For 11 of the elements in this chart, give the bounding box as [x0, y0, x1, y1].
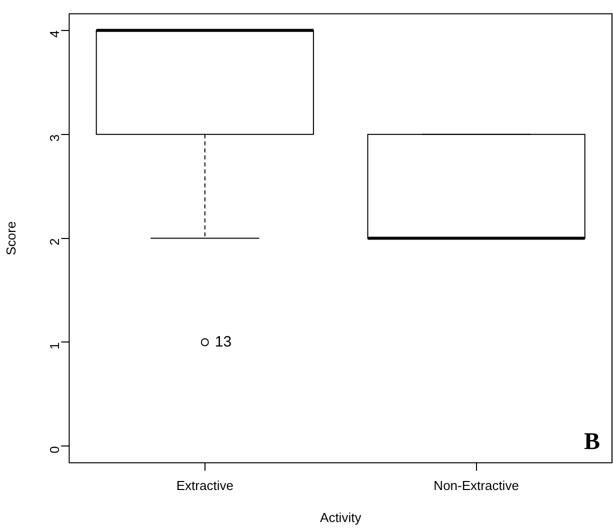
- annotation: 13: [214, 333, 232, 350]
- y-axis-title: Score: [3, 221, 18, 256]
- x-tick-label: Non-Extractive: [434, 478, 519, 494]
- y-tick-label: 2: [46, 238, 62, 246]
- y-tick-label: 4: [46, 30, 62, 38]
- y-tick-label: 3: [46, 134, 62, 142]
- x-axis-title: Activity: [320, 510, 362, 525]
- x-tick-label: Extractive: [176, 478, 234, 494]
- annotation: B: [584, 429, 600, 456]
- y-tick-label: 0: [46, 446, 62, 454]
- y-tick-label: 1: [46, 342, 62, 350]
